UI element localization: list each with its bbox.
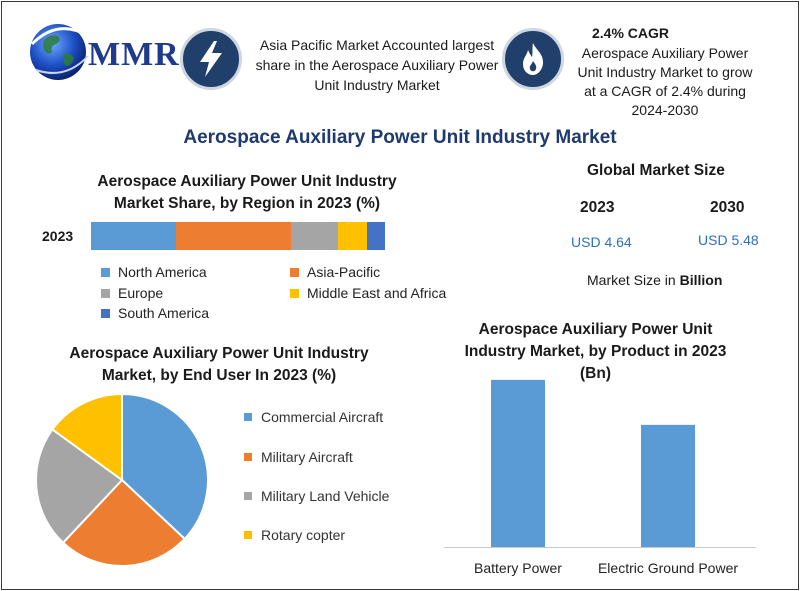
swatch bbox=[244, 531, 252, 539]
legend-europe: Europe bbox=[101, 285, 163, 301]
legend-north-america: North America bbox=[101, 264, 207, 280]
category-electric-ground-power: Electric Ground Power bbox=[597, 560, 739, 576]
bar-electric-ground-power bbox=[641, 424, 695, 547]
swatch bbox=[101, 288, 110, 298]
swatch bbox=[101, 308, 110, 318]
year-2030-label: 2030 bbox=[710, 199, 745, 216]
note-prefix: Market Size in bbox=[587, 272, 680, 288]
product-chart-title: Aerospace Auxiliary Power Unit Industry … bbox=[464, 321, 727, 382]
region-stacked-bar bbox=[91, 222, 385, 250]
legend-label: Asia-Pacific bbox=[307, 264, 381, 280]
bar-segment-middle-east-and-africa bbox=[337, 222, 368, 250]
legend-commercial-aircraft: Commercial Aircraft bbox=[244, 409, 383, 425]
bar-segment-asia-pacific bbox=[176, 222, 291, 250]
legend-label: Rotary copter bbox=[261, 527, 346, 543]
swatch bbox=[244, 453, 252, 461]
region-chart-title: Aerospace Auxiliary Power Unit Industry … bbox=[97, 173, 397, 212]
swatch bbox=[244, 413, 252, 421]
cagr-note: Aerospace Auxiliary Power Unit Industry … bbox=[577, 45, 753, 118]
swatch bbox=[101, 267, 110, 277]
note-unit: Billion bbox=[679, 272, 723, 288]
global-market-title: Global Market Size bbox=[587, 162, 725, 179]
pie-slice-military-aircraft bbox=[61, 478, 187, 567]
legend-military-land-vehicle: Military Land Vehicle bbox=[244, 488, 389, 504]
value-2030: USD 5.48 bbox=[698, 232, 759, 248]
legend-label: Europe bbox=[118, 285, 164, 301]
legend-rotary-copter: Rotary copter bbox=[244, 527, 345, 543]
legend-label: South America bbox=[118, 305, 210, 321]
end-user-pie-chart bbox=[35, 392, 209, 567]
legend-label: Military Land Vehicle bbox=[261, 488, 390, 504]
flame-icon bbox=[502, 28, 564, 90]
bar-segment-europe bbox=[290, 222, 338, 250]
legend-label: Commercial Aircraft bbox=[261, 409, 384, 425]
legend-south-america: South America bbox=[101, 305, 209, 321]
legend-label: North America bbox=[118, 264, 207, 280]
pie-chart-title: Aerospace Auxiliary Power Unit Industry … bbox=[69, 345, 369, 384]
legend-middle-east-africa: Middle East and Africa bbox=[290, 285, 446, 301]
legend-label: Middle East and Africa bbox=[307, 285, 447, 301]
pie-slice-military-land-vehicle bbox=[35, 428, 124, 545]
bar-battery-power bbox=[491, 379, 545, 547]
brand-name: MMR bbox=[88, 36, 180, 73]
cagr-title: 2.4% CAGR bbox=[592, 25, 670, 41]
bar-segment-north-america bbox=[91, 222, 177, 250]
market-size-note: Market Size in Billion bbox=[587, 272, 722, 288]
pie-slice-rotary-copter bbox=[51, 392, 123, 482]
bar-segment-south-america bbox=[367, 222, 385, 250]
legend-military-aircraft: Military Aircraft bbox=[244, 449, 353, 465]
product-bar-chart bbox=[444, 379, 756, 548]
page-title: Aerospace Auxiliary Power Unit Industry … bbox=[183, 127, 617, 148]
globe-icon bbox=[30, 24, 89, 80]
pie-slice-commercial-aircraft bbox=[121, 392, 209, 541]
category-battery-power: Battery Power bbox=[474, 560, 562, 576]
year-2023-label: 2023 bbox=[580, 199, 615, 216]
swatch bbox=[290, 267, 299, 277]
value-2023: USD 4.64 bbox=[571, 234, 632, 250]
lightning-bolt-icon bbox=[180, 28, 242, 90]
legend-asia-pacific: Asia-Pacific bbox=[290, 264, 380, 280]
region-year-label: 2023 bbox=[42, 228, 74, 244]
mmr-logo: MMR bbox=[26, 14, 179, 86]
region-note: Asia Pacific Market Accounted largest sh… bbox=[255, 37, 499, 93]
swatch bbox=[244, 492, 252, 500]
legend-label: Military Aircraft bbox=[261, 449, 353, 465]
swatch bbox=[290, 288, 299, 298]
